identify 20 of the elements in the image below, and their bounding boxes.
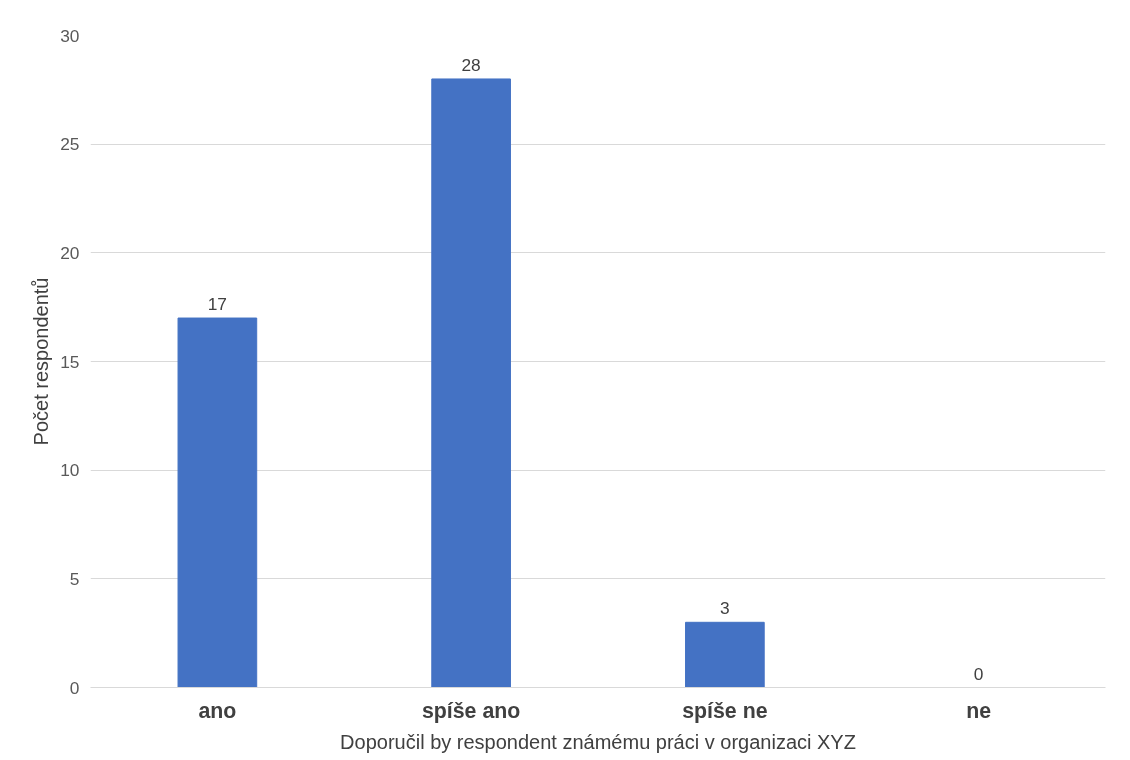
y-tick-label: 20 [60,242,80,263]
data-label: 0 [973,663,984,684]
x-tick-label: ano [198,698,237,723]
y-tick-label: 15 [60,351,80,372]
y-tick-label: 10 [60,460,80,481]
data-label: 28 [461,54,481,75]
y-tick-label: 25 [60,134,80,155]
y-tick-label: 0 [69,677,80,698]
y-tick-label: 5 [69,568,80,589]
x-axis-title: Doporučil by respondent známému práci v organizaci XYZ [340,730,856,753]
x-tick-label: spíše ne [682,698,768,723]
bar [177,317,258,688]
data-label: 17 [207,294,228,315]
data-label: 3 [720,598,730,619]
y-axis-title: Počet respondentů [30,277,53,446]
y-tick-label: 30 [60,25,80,46]
bar [431,78,511,688]
bar [685,621,765,688]
x-tick-label: spíše ano [421,698,521,723]
x-tick-label: ne [966,698,992,723]
